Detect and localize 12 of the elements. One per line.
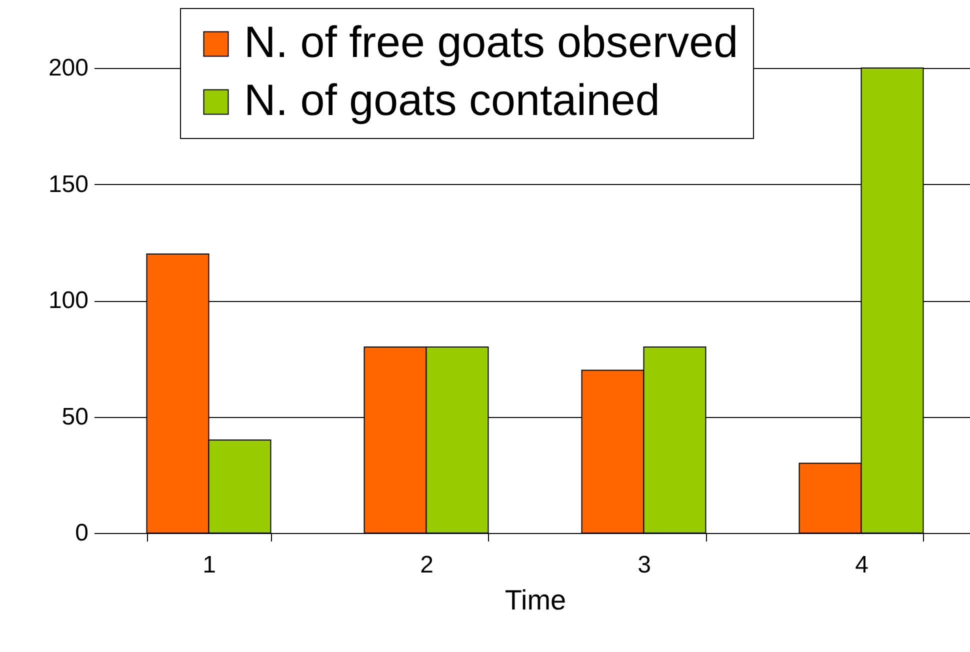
legend-label: N. of goats contained (244, 76, 660, 125)
x-tick-label: 3 (638, 552, 651, 578)
legend-label: N. of free goats observed (244, 18, 738, 67)
y-tick-label: 200 (48, 54, 88, 82)
x-tick-label: 1 (202, 552, 216, 578)
y-tick-label: 100 (48, 287, 88, 314)
y-tick-label: 0 (75, 520, 88, 546)
x-tick-label: 4 (855, 552, 868, 578)
x-axis-title: Time (504, 584, 566, 616)
y-tick-label: 150 (48, 170, 88, 198)
x-tick-label: 2 (420, 552, 434, 578)
y-tick-label: 50 (62, 403, 88, 430)
